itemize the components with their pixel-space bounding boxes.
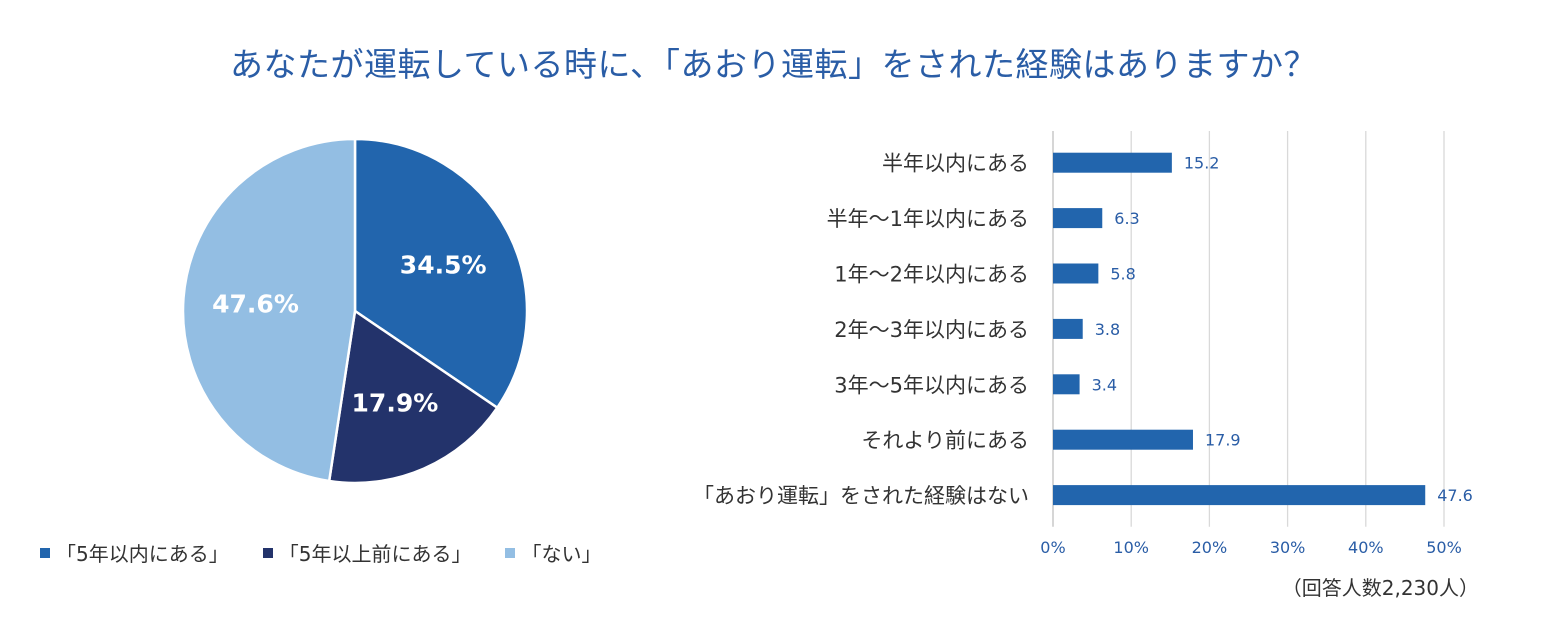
bar-value-label: 17.9 [1205,431,1241,450]
bar [1053,263,1099,284]
bar [1053,318,1083,339]
legend-item-none: 「ない」 [505,538,601,567]
pie-data-label: 34.5% [400,250,487,279]
bar-value-label: 3.4 [1092,375,1117,394]
x-tick-label: 50% [1426,538,1462,557]
category-label: それより前にある [861,429,1029,453]
bar [1053,374,1080,395]
pie-data-label: 17.9% [352,388,439,417]
legend-swatch [505,547,516,558]
pie-legend: 「5年以内にある」 「5年以上前にある」 「ない」 [40,538,635,567]
legend-item-over-5-years: 「5年以上前にある」 [262,538,472,567]
x-tick-label: 10% [1113,538,1149,557]
bar-value-label: 15.2 [1184,154,1220,173]
category-label: 2年～3年以内にある [834,318,1029,342]
bar-value-label: 47.6 [1437,486,1473,505]
legend-label: 「5年以上前にある」 [278,542,472,566]
bar-value-label: 6.3 [1114,209,1139,228]
legend-label: 「ない」 [521,542,602,566]
bar-chart: 0% 10% 20% 30% 40% 50% 半年以内にある 15.2 半年～1年以内にある 6.… [693,131,1473,557]
legend-swatch [262,547,273,558]
x-tick-label: 0% [1040,538,1065,557]
legend-label: 「5年以内にある」 [56,542,229,566]
x-tick-label: 30% [1270,538,1306,557]
pie-slice-none [181,137,357,483]
bar [1053,152,1172,173]
category-label: 半年以内にある [882,152,1029,176]
bar-value-label: 3.8 [1095,320,1120,339]
chart-title: あなたが運転している時に、「あおり運転」をされた経験はありますか？ [229,45,1318,84]
bar-value-label: 5.8 [1110,265,1135,284]
pie-chart: 34.5% 17.9% 47.6% [181,137,529,485]
bar [1053,208,1103,229]
pie-slice-over-5-years [327,308,499,485]
category-label: 「あおり運転」をされた経験はない [693,484,1029,508]
bar [1053,485,1426,506]
legend-item-within-5-years: 「5年以内にある」 [40,538,229,567]
category-label: 半年～1年以内にある [827,207,1029,231]
pie-slice-within-5-years [353,137,529,410]
legend-swatch [40,547,50,558]
bar [1053,429,1193,450]
category-label: 3年～5年以内にある [834,373,1029,397]
category-label: 1年～2年以内にある [834,263,1029,287]
x-tick-label: 20% [1192,538,1228,557]
pie-data-label: 47.6% [212,289,299,318]
x-tick-label: 40% [1348,538,1384,557]
respondent-count-note: （回答人数2,230人） [1281,576,1479,600]
